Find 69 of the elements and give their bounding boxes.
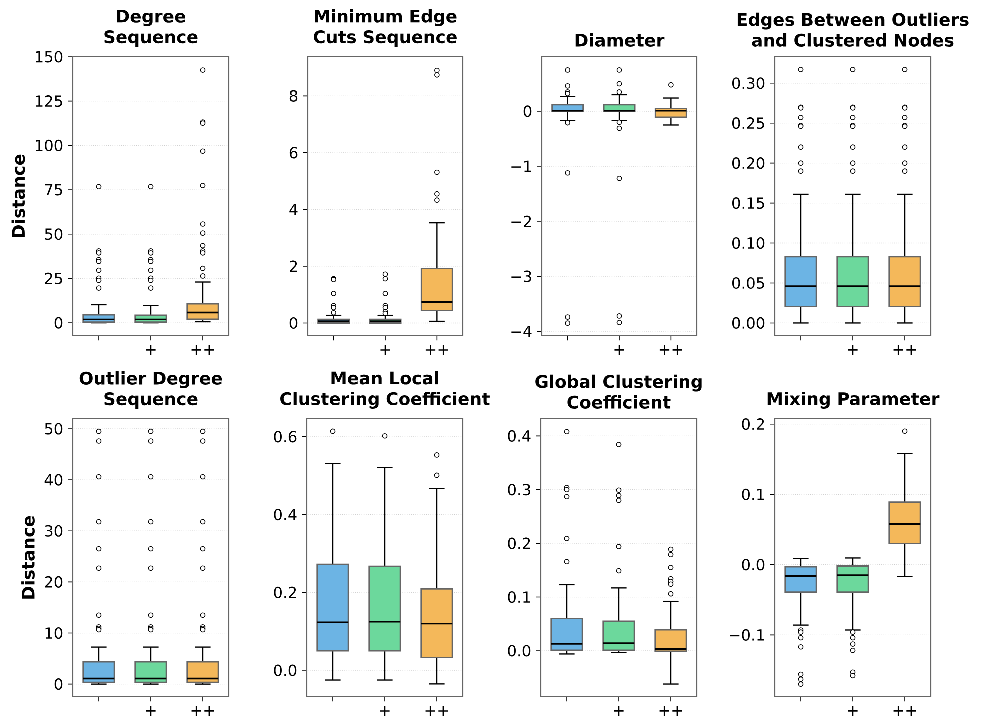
chart-title: Mean Local Clustering Coefficient	[280, 371, 490, 409]
y-tick-label: 0	[524, 106, 532, 118]
x-tick-label: +	[614, 706, 624, 716]
chart-title: Mixing Parameter	[768, 392, 940, 409]
x-tick-label: ++	[426, 345, 448, 356]
y-tick-label: −4	[512, 326, 532, 338]
y-tick-label: −1	[512, 160, 532, 172]
y-tick-label: −2	[512, 216, 532, 228]
chart-title: Minimum Edge Cuts Sequence	[314, 10, 457, 47]
y-tick-label: 10	[46, 627, 63, 640]
chart-title: Edges Between Outliers and Clustered Nodes	[738, 12, 969, 47]
y-tick-label: 0.30	[732, 78, 765, 90]
y-tick-label: 8	[290, 90, 298, 102]
y-tick-label: 0.0	[508, 645, 531, 657]
y-tick-label: 0.1	[742, 488, 764, 500]
y-tick-label: 100	[36, 140, 63, 152]
y-tick-label: 4	[290, 204, 298, 216]
y-tick-label: 0	[290, 317, 298, 330]
x-tick-label: ++	[192, 345, 214, 355]
y-tick-label: 75	[45, 184, 62, 196]
y-tick-label: 0.15	[732, 198, 764, 210]
x-tick-label: ++	[660, 706, 682, 716]
x-tick-label: +	[848, 345, 858, 355]
x-tick-label: ++	[192, 706, 214, 716]
y-tick-label: 0.10	[732, 237, 765, 250]
y-tick-label: 25	[45, 272, 62, 284]
y-tick-label: 50	[45, 228, 63, 240]
y-tick-label: 0	[54, 678, 63, 690]
y-tick-label: 0.2	[742, 418, 764, 430]
y-tick-label: 125	[36, 96, 62, 108]
y-tick-label: 0.05	[732, 277, 764, 290]
x-tick-label: +	[614, 345, 624, 355]
y-tick-label: 40	[44, 474, 63, 486]
y-tick-label: 0.00	[732, 317, 765, 330]
x-tick-label: +	[146, 345, 156, 355]
chart-title: Degree Sequence	[104, 10, 198, 47]
y-axis-title: Distance	[12, 154, 26, 238]
y-tick-label: 0.4	[274, 508, 297, 521]
x-tick-label: +	[848, 706, 858, 716]
y-tick-label: 0.2	[274, 586, 296, 598]
y-tick-label: 0.1	[508, 591, 530, 604]
y-tick-label: 0.25	[732, 118, 764, 130]
y-tick-label: −0.1	[730, 629, 764, 641]
chart-title: Outlier Degree Sequence	[80, 372, 222, 409]
chart-title: Global Clustering Coefficient	[536, 374, 702, 409]
y-tick-label: 20	[45, 576, 63, 588]
y-tick-label: 0.20	[732, 158, 765, 170]
y-tick-label: 50	[45, 423, 63, 435]
y-tick-label: 0.2	[508, 538, 530, 550]
x-tick-label: +	[380, 345, 390, 356]
y-tick-label: 0	[54, 317, 63, 329]
y-tick-label: 0.3	[508, 484, 530, 496]
y-tick-label: 0.0	[742, 559, 765, 571]
y-tick-label: 6	[290, 147, 298, 159]
y-tick-label: 0.0	[274, 664, 297, 676]
x-tick-label: ++	[426, 706, 448, 716]
y-tick-label: 2	[290, 260, 298, 272]
y-tick-label: 150	[36, 51, 63, 63]
x-tick-label: +	[380, 706, 390, 716]
y-tick-label: 0.4	[508, 430, 531, 442]
y-tick-label: 30	[45, 525, 63, 537]
chart-title: Diameter	[576, 34, 665, 47]
x-tick-label: +	[146, 706, 156, 716]
y-tick-label: 0.6	[274, 431, 297, 443]
x-tick-label: ++	[894, 345, 916, 355]
y-tick-label: −3	[512, 270, 532, 282]
y-axis-title: Distance	[22, 516, 35, 599]
x-tick-label: ++	[660, 345, 682, 355]
x-tick-label: ++	[894, 706, 916, 716]
